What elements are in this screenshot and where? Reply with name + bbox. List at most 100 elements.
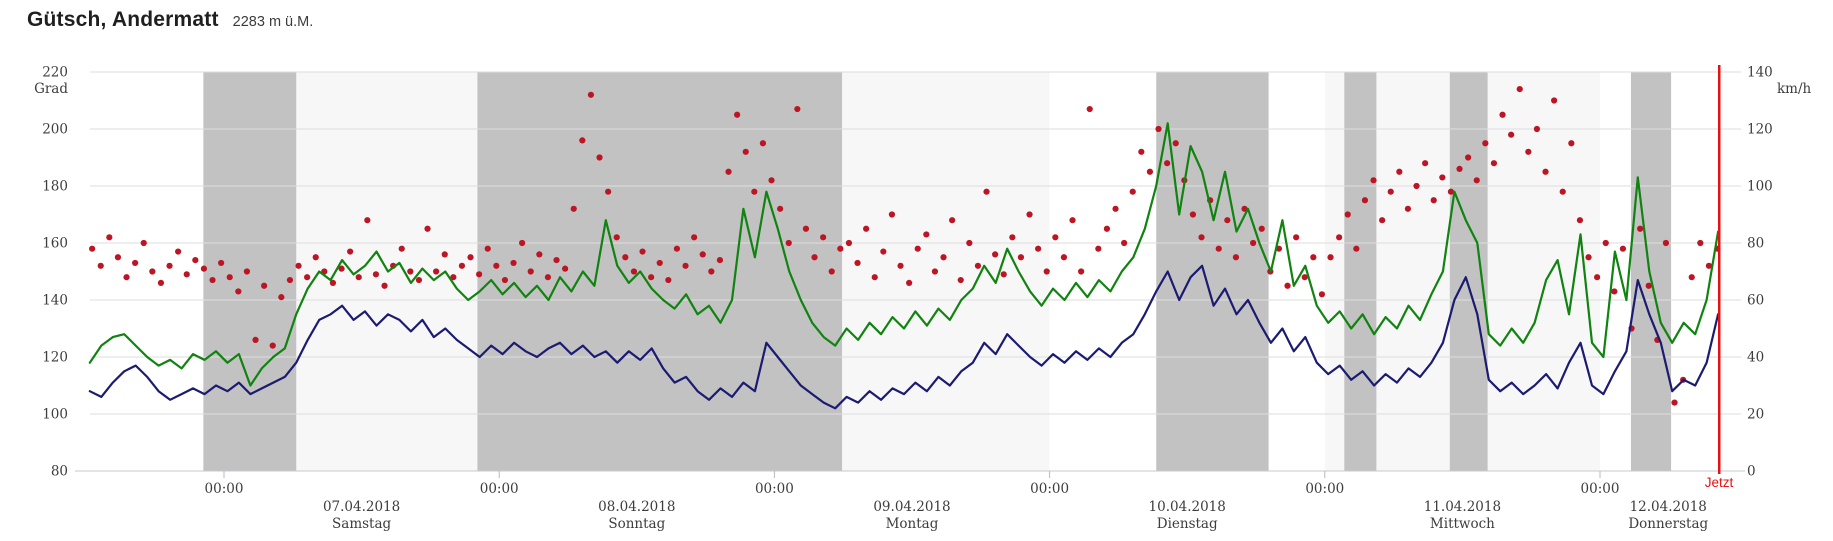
wind-direction-dot xyxy=(1344,211,1351,218)
wind-direction-dot xyxy=(218,259,225,267)
wind-direction-dot xyxy=(966,239,973,247)
midnight-label: 00:00 xyxy=(205,481,244,497)
y-axis-tick-label-left: 220 xyxy=(42,65,68,81)
wind-direction-dot xyxy=(1447,188,1455,195)
wind-direction-dot xyxy=(157,279,165,286)
wind-direction-dot xyxy=(811,254,818,261)
wind-direction-dot xyxy=(1585,254,1592,261)
wind-direction-dot xyxy=(1559,188,1566,195)
wind-direction-dot xyxy=(742,148,749,155)
wind-direction-dot xyxy=(820,234,827,241)
wind-direction-dot xyxy=(691,234,698,241)
wind-direction-dot xyxy=(716,257,724,264)
wind-direction-dot xyxy=(1103,225,1111,232)
weekday-label: Sonntag xyxy=(608,516,665,532)
wind-direction-dot xyxy=(97,262,104,269)
wind-direction-dot xyxy=(1671,399,1678,406)
wind-direction-dot xyxy=(1078,268,1085,275)
wind-direction-dot xyxy=(622,254,629,261)
wind-direction-dot xyxy=(544,274,552,281)
wind-direction-dot xyxy=(949,217,956,224)
wind-direction-dot xyxy=(605,188,612,195)
wind-direction-dot xyxy=(304,274,311,281)
wind-direction-dot xyxy=(1035,245,1042,252)
y-axis-tick-label-left: 140 xyxy=(42,293,68,309)
y-axis-tick-label-left: 180 xyxy=(42,179,68,195)
wind-direction-dot xyxy=(974,262,982,269)
wind-direction-dot xyxy=(381,282,388,289)
wind-direction-dot xyxy=(725,168,732,175)
wind-direction-dot xyxy=(450,274,457,281)
wind-direction-dot xyxy=(519,239,526,247)
wind-direction-dot xyxy=(1439,174,1446,181)
y-axis-tick-label-right: 40 xyxy=(1747,350,1764,366)
wind-direction-dot xyxy=(493,262,500,269)
date-label: 10.04.2018 xyxy=(1149,499,1226,515)
wind-direction-dot xyxy=(132,259,139,267)
wind-direction-dot xyxy=(553,257,560,264)
date-label: 08.04.2018 xyxy=(598,499,675,515)
wind-direction-dot xyxy=(613,234,620,241)
wind-direction-dot xyxy=(338,265,345,272)
wind-direction-dot xyxy=(1361,197,1369,204)
wind-direction-dot xyxy=(1619,245,1627,252)
wind-direction-dot xyxy=(854,259,861,267)
wind-direction-dot xyxy=(209,276,216,284)
wind-direction-dot xyxy=(252,336,259,343)
wind-direction-dot xyxy=(656,259,663,267)
wind-direction-dot xyxy=(269,342,276,349)
wind-direction-dot xyxy=(1370,177,1377,184)
wind-direction-dot xyxy=(415,276,423,284)
right-axis-unit-label: km/h xyxy=(1777,81,1812,97)
wind-direction-dot xyxy=(1422,160,1429,167)
wind-direction-dot xyxy=(1611,288,1618,295)
wind-direction-dot xyxy=(200,265,208,272)
wind-direction-dot xyxy=(372,271,380,278)
wind-direction-dot xyxy=(983,188,990,195)
wind-direction-dot xyxy=(802,225,810,232)
wind-direction-dot xyxy=(1499,111,1506,118)
wind-direction-dot xyxy=(183,271,190,278)
date-label: 09.04.2018 xyxy=(873,499,950,515)
wind-direction-dot xyxy=(433,268,440,275)
station-title: Gütsch, Andermatt xyxy=(27,8,219,31)
wind-direction-dot xyxy=(1327,254,1334,261)
wind-direction-dot xyxy=(1413,182,1420,190)
wind-direction-dot xyxy=(1232,254,1240,261)
wind-direction-dot xyxy=(639,248,646,255)
wind-direction-dot xyxy=(286,276,294,284)
wind-direction-dot xyxy=(1396,168,1403,175)
wind-direction-dot xyxy=(261,282,268,289)
wind-direction-dot xyxy=(1662,239,1670,247)
wind-direction-dot xyxy=(1293,234,1300,241)
wind-direction-dot xyxy=(1146,168,1154,175)
wind-direction-dot xyxy=(1310,254,1317,261)
wind-direction-dot xyxy=(871,274,878,281)
wind-direction-dot xyxy=(992,251,999,258)
y-axis-tick-label-right: 60 xyxy=(1747,293,1764,309)
wind-direction-dot xyxy=(837,245,844,252)
wind-direction-dot xyxy=(398,245,405,252)
wind-direction-dot xyxy=(1060,254,1068,261)
wind-direction-dot xyxy=(1387,188,1394,195)
midnight-label: 00:00 xyxy=(755,481,794,497)
midnight-label: 00:00 xyxy=(480,481,519,497)
y-axis-tick-label-right: 0 xyxy=(1747,464,1756,480)
wind-direction-dot xyxy=(906,279,913,286)
wind-direction-dot xyxy=(1645,282,1652,289)
wind-direction-dot xyxy=(794,105,801,113)
weekday-label: Montag xyxy=(886,516,939,532)
wind-direction-dot xyxy=(1301,274,1308,281)
wind-direction-dot xyxy=(226,274,233,281)
wind-direction-dot xyxy=(596,154,603,161)
wind-direction-dot xyxy=(1172,140,1179,147)
wind-direction-dot xyxy=(1258,225,1265,232)
wind-direction-dot xyxy=(1189,211,1197,218)
wind-direction-dot xyxy=(1121,239,1128,247)
wind-direction-dot xyxy=(673,245,681,252)
wind-direction-dot xyxy=(1568,140,1575,147)
wind-direction-dot xyxy=(1688,274,1695,281)
wind-direction-dot xyxy=(931,268,939,275)
